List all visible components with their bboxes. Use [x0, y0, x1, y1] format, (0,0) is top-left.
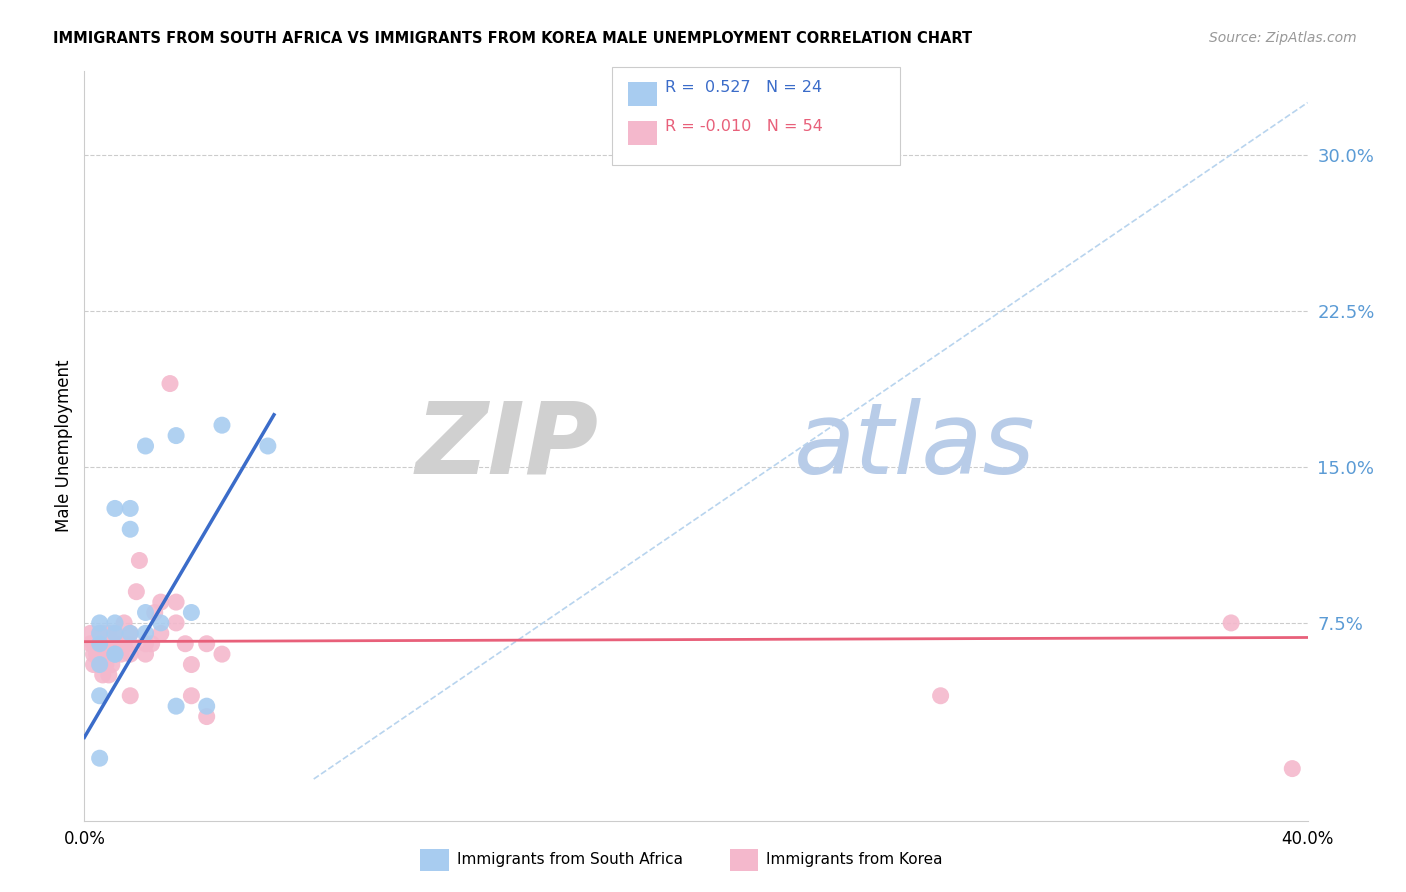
Point — [91, 626, 114, 640]
Point — [165, 699, 187, 714]
Text: IMMIGRANTS FROM SOUTH AFRICA VS IMMIGRANTS FROM KOREA MALE UNEMPLOYMENT CORRELAT: IMMIGRANTS FROM SOUTH AFRICA VS IMMIGRAN… — [53, 31, 973, 46]
Point — [120, 626, 142, 640]
Text: Immigrants from Korea: Immigrants from Korea — [766, 853, 943, 867]
Point — [195, 699, 218, 714]
Text: ZIP: ZIP — [415, 398, 598, 494]
Point — [97, 626, 120, 640]
Point — [104, 647, 127, 661]
Point — [110, 647, 132, 661]
Point — [120, 637, 142, 651]
Point — [91, 647, 114, 661]
Point — [101, 637, 124, 651]
Point — [120, 689, 142, 703]
Point — [79, 637, 101, 651]
Point — [104, 501, 127, 516]
Point — [104, 647, 127, 661]
Point — [83, 647, 105, 661]
Point — [143, 606, 166, 620]
Y-axis label: Male Unemployment: Male Unemployment — [55, 359, 73, 533]
Text: Immigrants from South Africa: Immigrants from South Africa — [457, 853, 683, 867]
Point — [141, 637, 163, 651]
Point — [135, 439, 157, 453]
Point — [89, 647, 111, 661]
Point — [159, 376, 181, 391]
Point — [120, 501, 142, 516]
Point — [89, 657, 111, 672]
Point — [195, 709, 218, 723]
Point — [89, 637, 111, 651]
Point — [165, 615, 187, 630]
Point — [97, 668, 120, 682]
Point — [89, 637, 111, 651]
Point — [1220, 615, 1243, 630]
Point — [120, 522, 142, 536]
Point — [89, 637, 111, 651]
Point — [83, 657, 105, 672]
Point — [125, 584, 148, 599]
Point — [89, 689, 111, 703]
Point — [79, 626, 101, 640]
Point — [104, 626, 127, 640]
Point — [83, 637, 105, 651]
Point — [174, 637, 197, 651]
Point — [104, 615, 127, 630]
Point — [104, 626, 127, 640]
Text: R = -0.010   N = 54: R = -0.010 N = 54 — [665, 120, 823, 134]
Point — [180, 689, 202, 703]
Point — [135, 647, 157, 661]
Point — [211, 647, 233, 661]
Point — [89, 657, 111, 672]
Point — [112, 615, 135, 630]
Text: Source: ZipAtlas.com: Source: ZipAtlas.com — [1209, 31, 1357, 45]
Point — [165, 428, 187, 442]
Point — [89, 626, 111, 640]
Point — [97, 647, 120, 661]
Point — [180, 606, 202, 620]
Point — [180, 657, 202, 672]
Point — [104, 647, 127, 661]
Point — [135, 637, 157, 651]
Text: atlas: atlas — [794, 398, 1035, 494]
Point — [104, 637, 127, 651]
Point — [86, 647, 108, 661]
Point — [929, 689, 952, 703]
Point — [211, 418, 233, 433]
Point — [94, 657, 117, 672]
Point — [165, 595, 187, 609]
Point — [91, 668, 114, 682]
Point — [101, 657, 124, 672]
Point — [149, 615, 172, 630]
Point — [149, 626, 172, 640]
Point — [89, 626, 111, 640]
Point — [135, 626, 157, 640]
Point — [89, 751, 111, 765]
Point — [86, 637, 108, 651]
Point — [89, 615, 111, 630]
Point — [195, 637, 218, 651]
Point — [257, 439, 280, 453]
Point — [149, 595, 172, 609]
Point — [128, 553, 150, 567]
Point — [135, 606, 157, 620]
Point — [1281, 762, 1303, 776]
Point — [120, 647, 142, 661]
Point — [110, 637, 132, 651]
Point — [120, 626, 142, 640]
Point — [97, 637, 120, 651]
Point — [112, 637, 135, 651]
Text: R =  0.527   N = 24: R = 0.527 N = 24 — [665, 80, 823, 95]
Point — [94, 637, 117, 651]
